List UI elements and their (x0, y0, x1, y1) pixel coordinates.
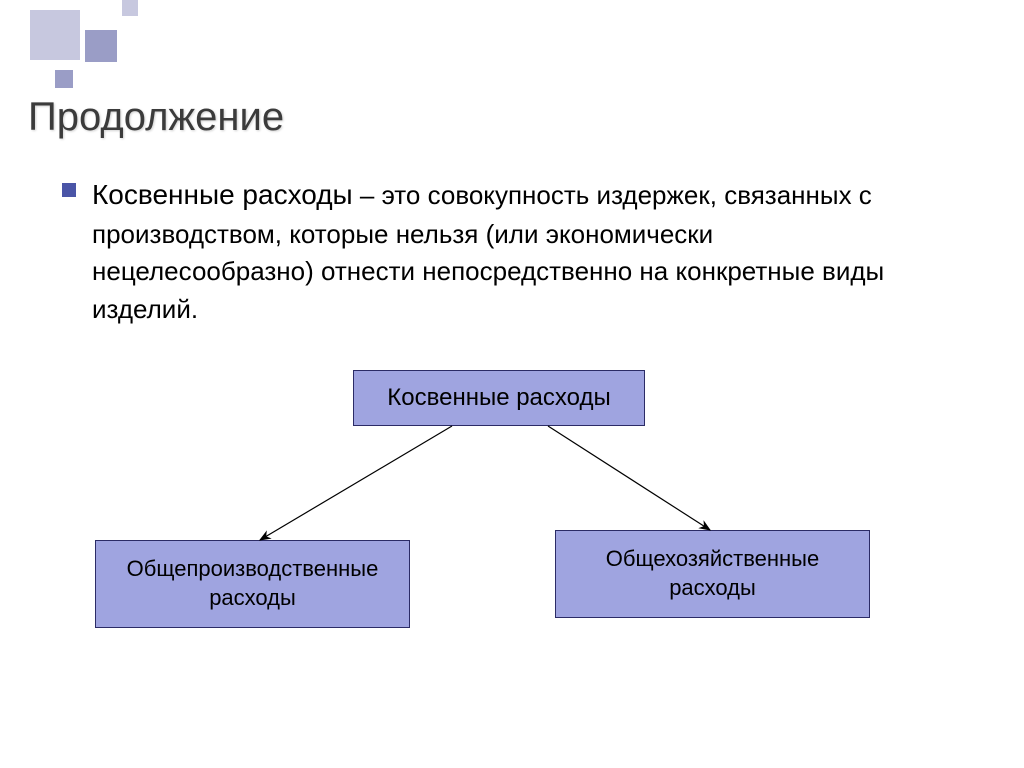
diagram-edge-left (260, 426, 452, 540)
deco-square-4 (55, 70, 73, 88)
bullet-term: Косвенные расходы (92, 179, 353, 210)
diagram-node-right-label: Общехозяйственные расходы (570, 545, 855, 602)
diagram-node-left: Общепроизводственные расходы (95, 540, 410, 628)
bullet-text: Косвенные расходы – это совокупность изд… (92, 175, 942, 329)
diagram-node-right: Общехозяйственные расходы (555, 530, 870, 618)
bullet-icon (62, 183, 76, 197)
diagram-node-left-label: Общепроизводственные расходы (110, 555, 395, 612)
deco-square-1 (30, 10, 80, 60)
bullet-item: Косвенные расходы – это совокупность изд… (62, 175, 942, 329)
diagram-node-root: Косвенные расходы (353, 370, 645, 426)
deco-square-2 (85, 30, 117, 62)
slide-title: Продолжение (28, 95, 284, 140)
slide: Продолжение Косвенные расходы – это сово… (0, 0, 1024, 768)
diagram-edge-right (548, 426, 710, 530)
diagram-node-root-label: Косвенные расходы (387, 384, 610, 412)
deco-square-3 (122, 0, 138, 16)
